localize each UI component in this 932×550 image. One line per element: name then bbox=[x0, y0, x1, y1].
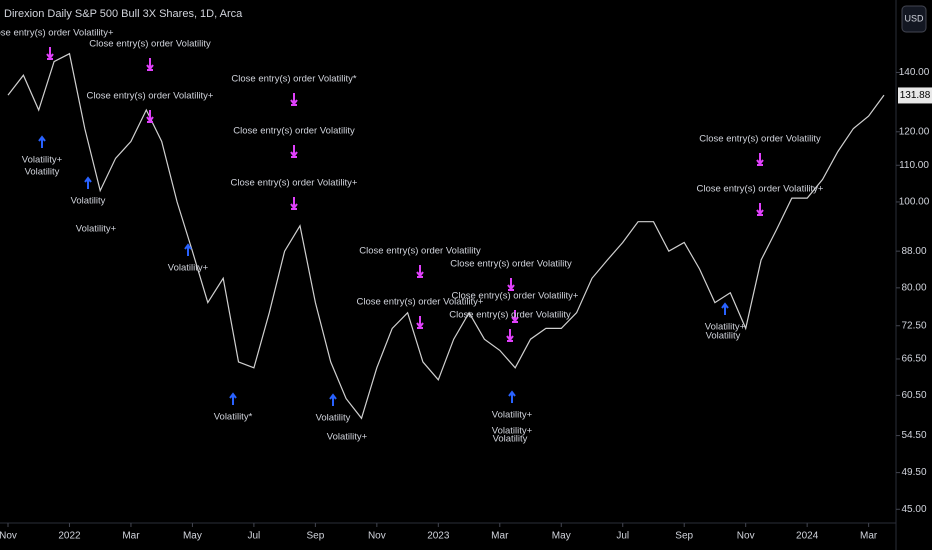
y-tick-label: 54.50 bbox=[901, 430, 926, 441]
trade-annotation: Volatility+ bbox=[76, 224, 117, 235]
chart-title: Direxion Daily S&P 500 Bull 3X Shares, 1… bbox=[4, 8, 243, 20]
trade-annotation: Volatility bbox=[706, 331, 741, 342]
x-tick-label: Mar bbox=[860, 531, 878, 542]
trade-annotation: Volatility+ bbox=[705, 322, 746, 333]
x-tick-label: May bbox=[552, 531, 571, 542]
exit-arrow bbox=[416, 316, 424, 329]
exit-arrow bbox=[506, 329, 514, 342]
price-line bbox=[7, 52, 885, 420]
trade-annotation: Close entry(s) order Volatility+ bbox=[357, 297, 484, 308]
trade-annotation: Close entry(s) order Volatility bbox=[449, 310, 571, 321]
last-price-label: 131.88 bbox=[900, 90, 931, 101]
trade-annotation: Volatility* bbox=[214, 412, 253, 423]
entry-arrow bbox=[84, 176, 92, 189]
trade-annotation: Volatility bbox=[25, 167, 60, 178]
currency-label[interactable]: USD bbox=[904, 13, 924, 23]
entry-arrow bbox=[508, 390, 516, 403]
entry-arrow bbox=[38, 135, 46, 148]
trade-annotation: Volatility+ bbox=[168, 263, 209, 274]
last-price-box bbox=[898, 87, 932, 104]
trade-annotation: Close entry(s) order Volatility+ bbox=[452, 291, 579, 302]
entry-arrow bbox=[184, 243, 192, 256]
exit-arrow bbox=[416, 265, 424, 278]
y-tick-label: 45.00 bbox=[901, 504, 926, 515]
exit-arrow bbox=[290, 197, 298, 210]
x-tick-label: Nov bbox=[368, 531, 386, 542]
y-tick-label: 120.00 bbox=[899, 126, 930, 137]
entry-arrow bbox=[721, 302, 729, 315]
trade-annotation: Close entry(s) order Volatility bbox=[450, 259, 572, 270]
x-tick-label: 2024 bbox=[796, 531, 819, 542]
x-tick-label: Nov bbox=[737, 531, 755, 542]
entry-arrow bbox=[229, 392, 237, 405]
trade-annotation: Volatility+ bbox=[492, 426, 533, 437]
exit-arrow bbox=[290, 145, 298, 158]
trade-annotation: Volatility+ bbox=[492, 410, 533, 421]
entry-arrow bbox=[329, 393, 337, 406]
y-tick-label: 88.00 bbox=[901, 246, 926, 257]
trade-annotation: Volatility+ bbox=[327, 432, 368, 443]
exit-arrow bbox=[756, 153, 764, 166]
y-tick-label: 72.50 bbox=[901, 320, 926, 331]
x-tick-label: 2023 bbox=[427, 531, 450, 542]
trade-annotation: Volatility bbox=[316, 413, 351, 424]
exit-arrow bbox=[290, 93, 298, 106]
currency-button[interactable] bbox=[901, 5, 927, 33]
y-tick-label: 80.00 bbox=[901, 282, 926, 293]
trade-annotation: Close entry(s) order Volatility+ bbox=[0, 28, 114, 39]
exit-arrow bbox=[511, 310, 519, 323]
x-tick-label: Jul bbox=[247, 531, 260, 542]
x-tick-label: 2022 bbox=[58, 531, 81, 542]
y-tick-label: 66.50 bbox=[901, 354, 926, 365]
y-tick-label: 49.50 bbox=[901, 467, 926, 478]
exit-arrow bbox=[756, 203, 764, 216]
trade-annotation: Close entry(s) order Volatility bbox=[359, 246, 481, 257]
x-tick-label: Mar bbox=[122, 531, 140, 542]
exit-arrow bbox=[146, 110, 154, 123]
trade-annotation: Close entry(s) order Volatility* bbox=[231, 74, 356, 85]
trade-annotation: Close entry(s) order Volatility bbox=[233, 126, 355, 137]
x-tick-label: Nov bbox=[0, 531, 17, 542]
trade-annotation: Close entry(s) order Volatility bbox=[89, 39, 211, 50]
y-tick-label: 110.00 bbox=[899, 160, 929, 171]
x-tick-label: May bbox=[183, 531, 202, 542]
y-tick-label: 60.50 bbox=[901, 390, 926, 401]
x-tick-label: Jul bbox=[616, 531, 629, 542]
x-tick-label: Sep bbox=[675, 531, 693, 542]
trade-annotation: Volatility bbox=[493, 434, 528, 445]
trade-annotation: Close entry(s) order Volatility+ bbox=[231, 178, 358, 189]
y-tick-label: 140.00 bbox=[899, 67, 930, 78]
x-tick-label: Sep bbox=[306, 531, 324, 542]
trade-annotation: Volatility+ bbox=[22, 155, 63, 166]
trade-annotation: Volatility bbox=[71, 196, 106, 207]
trade-annotation: Close entry(s) order Volatility+ bbox=[87, 91, 214, 102]
exit-arrow bbox=[46, 47, 54, 60]
y-tick-label: 100.00 bbox=[899, 197, 930, 208]
x-tick-label: Mar bbox=[491, 531, 509, 542]
exit-arrow bbox=[146, 58, 154, 71]
trade-annotation: Close entry(s) order Volatility+ bbox=[697, 184, 824, 195]
trade-annotation: Close entry(s) order Volatility bbox=[699, 134, 821, 145]
exit-arrow bbox=[507, 278, 515, 291]
